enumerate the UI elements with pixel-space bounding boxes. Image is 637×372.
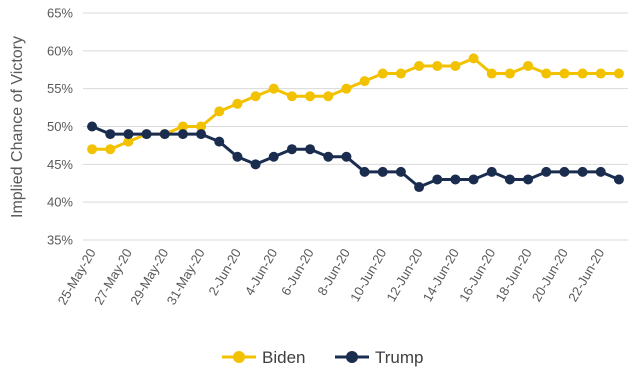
biden-data-point xyxy=(286,91,297,102)
trump-data-point xyxy=(395,166,406,177)
biden-data-point xyxy=(250,91,261,102)
biden-data-point xyxy=(523,60,534,71)
x-tick-label: 22-Jun-20 xyxy=(565,246,607,304)
trump-data-point xyxy=(414,182,425,193)
legend: Biden Trump xyxy=(222,348,424,367)
biden-data-point xyxy=(595,68,606,79)
biden-data-point xyxy=(305,91,316,102)
x-tick-label: 4-Jun-20 xyxy=(242,246,281,298)
trump-legend-marker xyxy=(346,351,358,363)
trump-data-point xyxy=(105,129,116,140)
x-axis-ticks: 25-May-2027-May-2029-May-2031-May-202-Ju… xyxy=(55,246,608,307)
series xyxy=(87,53,624,193)
trump-data-point xyxy=(250,159,261,170)
biden-data-point xyxy=(359,76,370,87)
biden-data-point xyxy=(323,91,334,102)
trump-data-point xyxy=(468,174,479,185)
trump-data-point xyxy=(232,151,243,162)
trump-data-point xyxy=(504,174,515,185)
trump-data-point xyxy=(359,166,370,177)
trump-data-point xyxy=(196,129,207,140)
trump-data-point xyxy=(595,166,606,177)
trump-data-point xyxy=(432,174,443,185)
biden-data-point xyxy=(504,68,515,79)
biden-data-point xyxy=(577,68,588,79)
y-tick-label: 45% xyxy=(47,157,73,172)
trump-data-point xyxy=(286,144,297,155)
biden-data-point xyxy=(377,68,388,79)
biden-data-point xyxy=(87,144,98,155)
trump-data-point xyxy=(159,129,170,140)
y-axis-title: Implied Chance of Victory xyxy=(9,36,26,218)
trump-data-point xyxy=(523,174,534,185)
biden-data-point xyxy=(450,60,461,71)
y-tick-label: 50% xyxy=(47,119,73,134)
trump-data-point xyxy=(377,166,388,177)
y-tick-label: 65% xyxy=(47,6,73,21)
biden-data-point xyxy=(395,68,406,79)
trump-data-point xyxy=(559,166,570,177)
trump-data-point xyxy=(577,166,588,177)
y-tick-label: 55% xyxy=(47,81,73,96)
trump-data-point xyxy=(123,129,134,140)
x-tick-label: 2-Jun-20 xyxy=(205,246,244,298)
biden-data-point xyxy=(341,83,352,94)
gridlines xyxy=(83,12,628,241)
biden-data-point xyxy=(486,68,497,79)
biden-data-point xyxy=(232,98,243,109)
biden-data-point xyxy=(559,68,570,79)
biden-data-point xyxy=(468,53,479,64)
biden-data-point xyxy=(214,106,225,117)
trump-data-point xyxy=(323,151,334,162)
biden-data-point xyxy=(613,68,624,79)
trump-data-point xyxy=(541,166,552,177)
biden-legend-label: Biden xyxy=(262,348,305,367)
trump-series-line xyxy=(91,125,620,189)
x-tick-label: 6-Jun-20 xyxy=(278,246,317,298)
biden-data-point xyxy=(196,121,207,132)
trump-data-point xyxy=(214,136,225,147)
trump-data-point xyxy=(613,174,624,185)
y-axis-ticks: 35% 40% 45% 50% 55% 60% 65% xyxy=(47,6,73,248)
trump-data-point xyxy=(177,129,188,140)
trump-data-point xyxy=(141,129,152,140)
trump-data-point xyxy=(341,151,352,162)
y-tick-label: 35% xyxy=(47,233,73,248)
biden-data-point xyxy=(105,144,116,155)
biden-data-point xyxy=(123,136,134,147)
x-tick-label: 8-Jun-20 xyxy=(314,246,353,298)
biden-data-point xyxy=(432,60,443,71)
trump-data-point xyxy=(305,144,316,155)
y-tick-label: 40% xyxy=(47,195,73,210)
biden-data-point xyxy=(541,68,552,79)
biden-legend-marker xyxy=(233,351,245,363)
trump-data-point xyxy=(450,174,461,185)
trump-data-point xyxy=(268,151,279,162)
trump-data-point xyxy=(486,166,497,177)
biden-data-point xyxy=(414,60,425,71)
trump-data-point xyxy=(87,121,98,132)
biden-data-point xyxy=(177,121,188,132)
y-tick-label: 60% xyxy=(47,43,73,58)
trump-legend-label: Trump xyxy=(375,348,424,367)
biden-data-point xyxy=(268,83,279,94)
